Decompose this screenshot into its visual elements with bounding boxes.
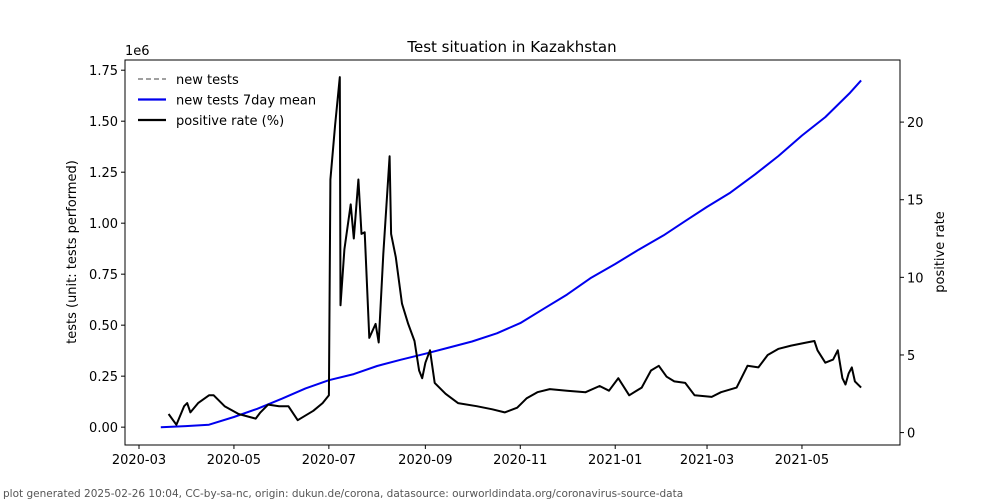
y-right-tick-label: 15 <box>907 194 924 209</box>
y-right-tick-label: 0 <box>907 427 915 442</box>
y-tick-label: 1.75 <box>89 64 118 79</box>
x-tick-label: 2020-11 <box>493 453 547 468</box>
y-tick-label: 0.00 <box>89 421 118 436</box>
y-tick-label: 1.00 <box>89 217 118 232</box>
x-tick-label: 2020-05 <box>207 453 261 468</box>
x-tick-label: 2020-09 <box>398 453 452 468</box>
axes: 2020-03 2020-05 2020-07 2020-09 2020-11 2021-… <box>89 59 924 468</box>
legend-label: positive rate (%) <box>176 114 284 129</box>
x-tick-label: 2020-03 <box>112 453 166 468</box>
x-tick-label: 2021-03 <box>680 453 734 468</box>
y-axis-label: tests (unit: tests performed) <box>65 160 80 344</box>
chart-title: Test situation in Kazakhstan <box>406 38 616 56</box>
footer-credit: plot generated 2025-02-26 10:04, CC-by-s… <box>3 488 683 500</box>
x-tick-label: 2020-07 <box>302 453 356 468</box>
y-tick-label: 0.75 <box>89 268 118 283</box>
y-tick-label: 1.50 <box>89 115 118 130</box>
series-line-new-tests-7day-mean <box>160 79 862 429</box>
plot-area <box>160 76 862 429</box>
y-right-tick-label: 20 <box>907 116 924 131</box>
y-offset-label: 1e6 <box>125 44 150 59</box>
y-axis-right-label: positive rate <box>933 211 948 293</box>
y-right-tick-label: 10 <box>907 271 924 286</box>
x-tick-label: 2021-05 <box>775 453 829 468</box>
axes-frame <box>124 59 901 446</box>
y-right-tick-label: 5 <box>907 349 915 364</box>
series-line-positive-rate- <box>167 76 862 426</box>
legend: new tests new tests 7day mean positive rat… <box>138 73 316 129</box>
y-tick-label: 0.25 <box>89 370 118 385</box>
y-tick-label: 0.50 <box>89 319 118 334</box>
legend-label: new tests 7day mean <box>176 94 316 109</box>
y-tick-label: 1.25 <box>89 166 118 181</box>
legend-label: new tests <box>176 73 239 88</box>
x-tick-label: 2021-01 <box>588 453 642 468</box>
